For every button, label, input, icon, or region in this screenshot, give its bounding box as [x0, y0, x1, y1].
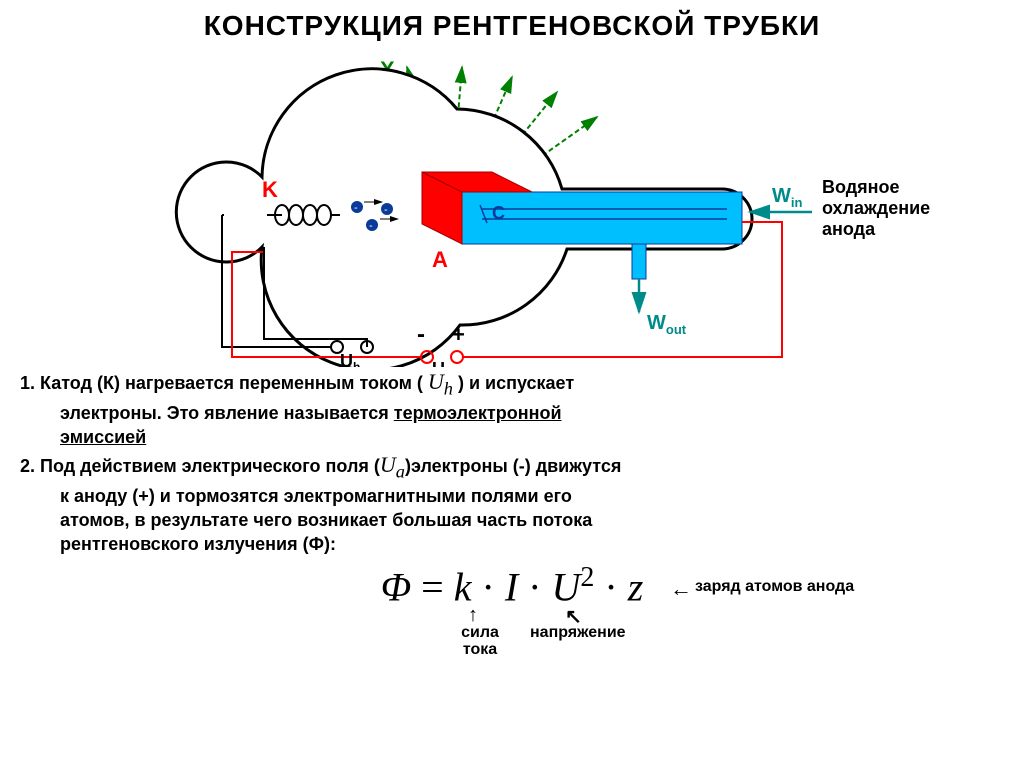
- k-label: K: [262, 177, 278, 202]
- win-label: Win: [772, 185, 803, 210]
- formula: Φ = k · I · U2 · z: [381, 562, 644, 610]
- cooling-label: Водяное охлаждение анода: [822, 177, 930, 240]
- arrow-to-z: ←: [670, 576, 692, 602]
- page-title: КОНСТРУКЦИЯ РЕНТГЕНОВСКОЙ ТРУБКИ: [20, 10, 1004, 42]
- c-label: C: [492, 203, 505, 223]
- formula-block: Φ = k · I · U2 · z ← заряд атомов анода …: [20, 562, 1004, 672]
- svg-text:-: -: [354, 202, 358, 214]
- ann-napr: напряжение: [530, 624, 626, 642]
- ann-zaryad: заряд атомов анода: [695, 578, 854, 596]
- diagram-svg: X C K A - - - Win Wout: [162, 47, 862, 367]
- wout-label: Wout: [647, 312, 687, 337]
- plus-sign: +: [452, 322, 465, 347]
- a-label: A: [432, 247, 448, 272]
- ua-label: Ua: [432, 359, 452, 367]
- minus-sign: -: [417, 321, 425, 348]
- xray-tube-diagram: X C K A - - - Win Wout: [162, 47, 862, 367]
- svg-text:-: -: [384, 204, 388, 216]
- svg-text:-: -: [369, 220, 373, 232]
- description-text: 1. Катод (К) нагревается переменным токо…: [20, 367, 1004, 557]
- ann-sila: силатока: [440, 624, 520, 659]
